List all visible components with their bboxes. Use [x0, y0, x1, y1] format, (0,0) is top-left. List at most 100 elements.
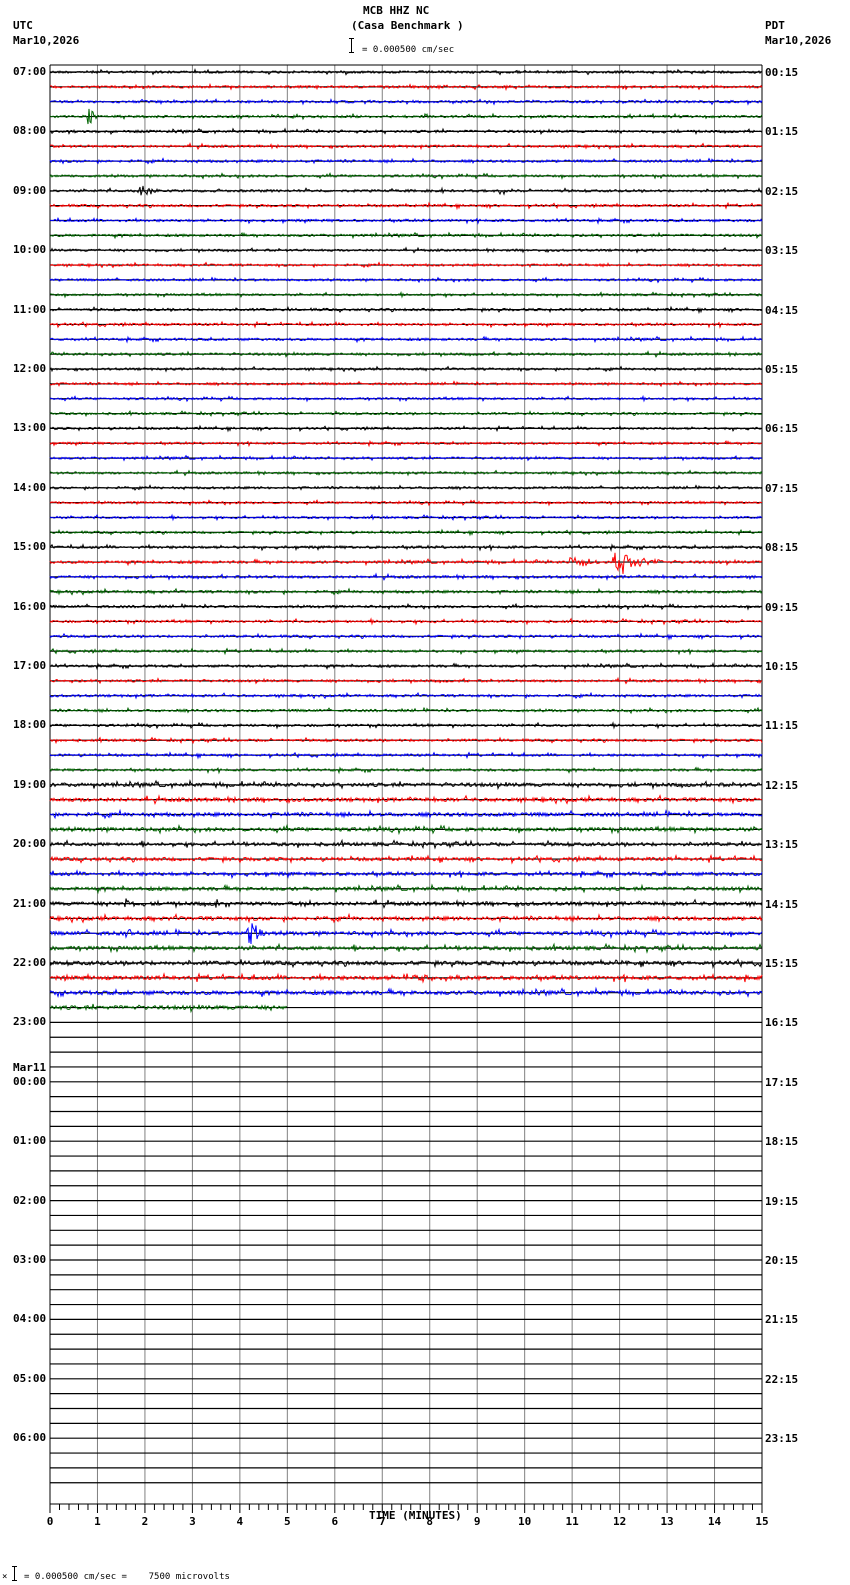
utc-hour-label: 03:00: [13, 1253, 47, 1266]
seismic-trace: [49, 543, 763, 553]
station-location: (Casa Benchmark ): [351, 19, 464, 32]
utc-hour-label: 09:00: [13, 183, 47, 197]
seismic-trace: [49, 647, 763, 656]
x-tick-label: 4: [237, 1515, 244, 1528]
seismic-trace: [49, 528, 763, 537]
utc-hour-label: 08:00: [13, 124, 47, 138]
utc-hour-label: 18:00: [13, 718, 47, 732]
utc-hour-label: 00:00: [13, 1074, 47, 1088]
seismic-trace: [49, 216, 763, 225]
seismic-trace: [49, 261, 763, 269]
pdt-hour-label: 14:15: [765, 897, 799, 911]
seismic-trace: [49, 823, 763, 836]
seismic-trace: [49, 499, 762, 507]
seismic-trace: [49, 335, 763, 344]
x-tick-label: 0: [47, 1515, 54, 1528]
utc-hour-label: 06:00: [13, 1431, 47, 1445]
utc-hour-label: 14:00: [13, 480, 47, 494]
seismic-trace: [49, 972, 763, 984]
utc-hour-label: 13:00: [13, 421, 47, 435]
utc-hour-label: 16:00: [13, 599, 47, 613]
utc-hour-label: 01:00: [13, 1134, 47, 1148]
x-tick-label: 13: [660, 1515, 673, 1528]
seismic-trace: [49, 552, 763, 574]
pdt-hour-label: 11:15: [765, 719, 799, 733]
seismic-trace: [49, 484, 763, 491]
pdt-hour-label: 09:15: [765, 600, 799, 614]
seismic-trace: [49, 853, 763, 865]
right-date: Mar10,2026: [765, 34, 832, 47]
footer-scale-note: = 0.000500 cm/sec = 7500 microvolts: [24, 1572, 230, 1582]
pdt-hour-label: 15:15: [765, 957, 799, 970]
pdt-hour-label: 20:15: [765, 1254, 799, 1267]
x-tick-label: 7: [379, 1515, 386, 1528]
seismic-trace: [49, 424, 763, 433]
pdt-hour-label: 03:15: [765, 244, 799, 258]
pdt-hour-label: 00:15: [765, 66, 799, 79]
utc-hour-label: 02:00: [13, 1193, 47, 1207]
pdt-hour-label: 06:15: [765, 422, 799, 436]
seismic-trace: [49, 231, 763, 240]
utc-hour-label: 19:00: [13, 777, 47, 791]
seismic-trace: [49, 1003, 288, 1014]
seismic-trace: [49, 736, 763, 745]
left-timezone: UTC: [13, 19, 33, 32]
seismic-trace: [49, 676, 763, 685]
seismic-trace: [49, 661, 763, 671]
seismic-trace: [49, 794, 763, 806]
seismic-trace: [49, 394, 763, 403]
seismic-trace: [49, 127, 763, 136]
utc-hour-label: 07:00: [13, 65, 47, 78]
seismic-trace: [49, 98, 763, 106]
seismic-trace: [49, 602, 763, 611]
station-title: MCB HHZ NC: [363, 4, 430, 17]
utc-hour-label: 12:00: [13, 362, 47, 375]
pdt-hour-label: 10:15: [765, 660, 799, 673]
x-tick-label: 10: [518, 1515, 531, 1528]
utc-hour-label: 21:00: [13, 896, 47, 910]
seismic-trace: [49, 632, 763, 641]
left-date: Mar10,2026: [13, 34, 80, 47]
x-tick-label: 11: [566, 1515, 580, 1528]
seismic-trace: [49, 986, 763, 999]
pdt-hour-label: 22:15: [765, 1372, 799, 1386]
seismic-trace: [49, 82, 763, 92]
seismic-trace: [49, 706, 763, 715]
pdt-hour-label: 01:15: [765, 125, 799, 139]
pdt-hour-label: 05:15: [765, 363, 799, 376]
seismic-trace: [49, 172, 763, 181]
seismic-trace: [49, 67, 763, 76]
pdt-hour-label: 21:15: [765, 1313, 799, 1327]
seismic-trace: [49, 923, 763, 945]
seismic-trace: [49, 246, 763, 254]
footer-prefix: ×: [2, 1572, 8, 1582]
seismic-trace: [49, 320, 763, 329]
seismic-trace: [49, 838, 763, 850]
x-tick-label: 1: [94, 1515, 101, 1528]
utc-hour-label: 17:00: [13, 659, 47, 672]
pdt-hour-label: 18:15: [765, 1135, 799, 1149]
seismic-trace: [49, 454, 763, 462]
x-tick-label: 15: [755, 1515, 768, 1528]
scale-label: = 0.000500 cm/sec: [362, 45, 455, 55]
pdt-hour-label: 19:15: [765, 1194, 799, 1208]
seismic-trace: [49, 721, 763, 730]
seismic-trace: [49, 185, 763, 196]
seismic-trace: [49, 305, 763, 315]
seismic-trace: [49, 898, 763, 909]
x-tick-label: 3: [189, 1515, 196, 1528]
utc-date-change-label: Mar11: [13, 1060, 47, 1074]
seismic-trace: [49, 142, 763, 151]
x-tick-label: 2: [142, 1515, 149, 1528]
seismic-trace: [49, 290, 763, 299]
seismic-trace: [49, 276, 762, 284]
seismic-trace: [49, 380, 763, 388]
seismic-trace: [49, 587, 763, 596]
seismic-trace: [49, 572, 763, 582]
pdt-hour-label: 23:15: [765, 1432, 799, 1446]
seismic-trace: [49, 469, 763, 477]
pdt-hour-label: 04:15: [765, 303, 799, 317]
x-tick-label: 6: [331, 1515, 338, 1528]
seismic-trace: [49, 691, 763, 700]
